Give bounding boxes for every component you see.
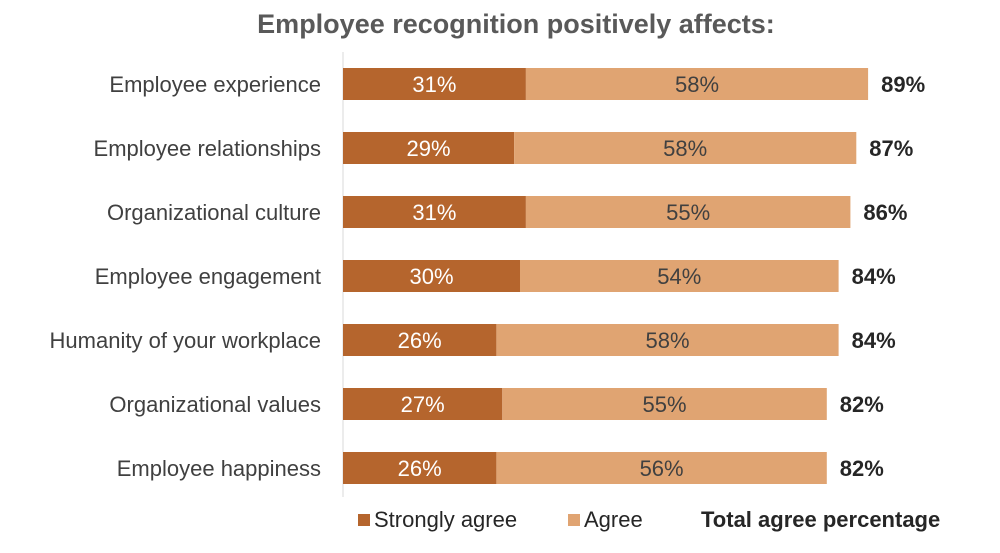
bar-row: Organizational values 27% 55% 82% — [109, 388, 884, 420]
total-value-label: 84% — [852, 328, 896, 353]
bar-segment-strongly-agree — [343, 196, 526, 228]
chart-title: Employee recognition positively affects: — [257, 9, 775, 39]
bar-row: Organizational culture 31% 55% 86% — [107, 196, 907, 228]
bar-row: Employee experience 31% 58% 89% — [109, 68, 925, 100]
bar-value-label: 54% — [657, 264, 701, 289]
legend-swatch-agree — [568, 514, 580, 526]
bar-segment-agree — [525, 68, 869, 100]
bar-value-label: 55% — [666, 200, 710, 225]
total-value-label: 84% — [852, 264, 896, 289]
bar-segment-strongly-agree — [343, 260, 520, 292]
bar-value-label: 30% — [409, 264, 453, 289]
total-value-label: 87% — [869, 136, 913, 161]
bar-value-label: 26% — [398, 456, 442, 481]
bar-segment-agree — [496, 324, 839, 356]
total-value-label: 82% — [840, 392, 884, 417]
bar-segment-strongly-agree — [343, 68, 526, 100]
bar-value-label: 58% — [645, 328, 689, 353]
bar-segment-strongly-agree — [343, 132, 515, 164]
bar-row: Employee engagement 30% 54% 84% — [95, 260, 896, 292]
bar-value-label: 29% — [407, 136, 451, 161]
bar-segment-strongly-agree — [343, 324, 497, 356]
category-label: Employee experience — [109, 72, 321, 97]
bar-segment-strongly-agree — [343, 388, 503, 420]
legend-label: Strongly agree — [374, 507, 517, 532]
bar-value-label: 31% — [412, 200, 456, 225]
category-label: Employee happiness — [117, 456, 321, 481]
bar-segment-agree — [514, 132, 857, 164]
bar-row: Employee relationships 29% 58% 87% — [94, 132, 913, 164]
bar-row: Humanity of your workplace 26% 58% 84% — [50, 324, 896, 356]
bar-row: Employee happiness 26% 56% 82% — [117, 452, 884, 484]
bar-value-label: 27% — [401, 392, 445, 417]
category-label: Employee engagement — [95, 264, 321, 289]
bar-segment-agree — [520, 260, 839, 292]
bar-segment-agree — [502, 388, 827, 420]
total-value-label: 82% — [840, 456, 884, 481]
total-value-label: 89% — [881, 72, 925, 97]
bar-value-label: 55% — [643, 392, 687, 417]
bar-segment-agree — [496, 452, 827, 484]
category-label: Organizational culture — [107, 200, 321, 225]
bar-segment-agree — [525, 196, 851, 228]
bar-segment-strongly-agree — [343, 452, 497, 484]
legend-label: Agree — [584, 507, 643, 532]
bar-value-label: 58% — [675, 72, 719, 97]
bar-value-label: 58% — [663, 136, 707, 161]
bars-group: Employee experience 31% 58% 89% Employee rel… — [50, 68, 925, 484]
legend: Strongly agree Agree Total agree percentag… — [358, 507, 940, 532]
category-label: Employee relationships — [94, 136, 321, 161]
category-label: Organizational values — [109, 392, 321, 417]
legend-swatch-strongly-agree — [358, 514, 370, 526]
bar-value-label: 26% — [398, 328, 442, 353]
total-value-label: 86% — [863, 200, 907, 225]
bar-value-label: 31% — [412, 72, 456, 97]
category-label: Humanity of your workplace — [50, 328, 321, 353]
bar-value-label: 56% — [640, 456, 684, 481]
legend-total-label: Total agree percentage — [701, 507, 940, 532]
